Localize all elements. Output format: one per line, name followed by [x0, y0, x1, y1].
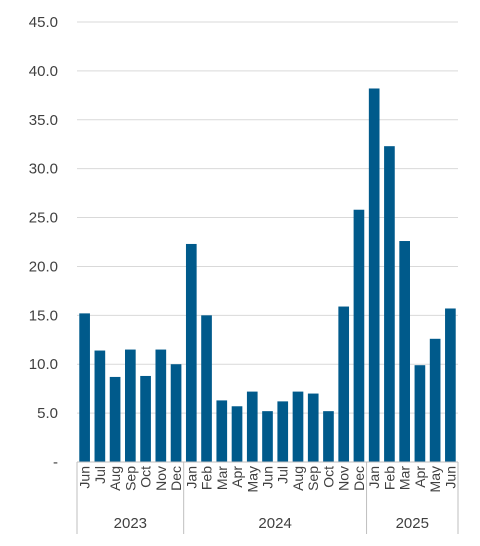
y-tick-label: 35.0 [29, 112, 58, 129]
x-tick-label: Jan [183, 466, 199, 489]
x-tick-label: Jul [275, 466, 291, 484]
bar-17 [338, 306, 350, 462]
bar-15 [307, 393, 319, 462]
y-tick-label: 40.0 [29, 63, 58, 80]
bar-6 [170, 364, 182, 462]
y-tick-label: 25.0 [29, 210, 58, 227]
y-tick-label: 45.0 [29, 14, 58, 31]
x-tick-label: Sep [305, 466, 321, 491]
x-tick-label: Feb [199, 466, 215, 490]
bar-20 [384, 146, 395, 462]
bar-5 [155, 349, 167, 462]
x-tick-label: Sep [122, 466, 138, 491]
x-tick-label: Dec [168, 466, 184, 491]
bar-8 [201, 315, 212, 462]
gridlines [77, 21, 458, 414]
y-tick-label: 5.0 [37, 405, 58, 422]
x-axis-category-labels: Jun Jul Aug Sep Oct Nov Dec Jan Feb Mar Apr May Jun J… [77, 466, 459, 493]
bar-1 [94, 350, 106, 462]
x-tick-label: Jun [442, 466, 458, 489]
year-label: 2024 [258, 515, 291, 532]
x-tick-label: Apr [229, 466, 245, 488]
x-axis-year-groups: 2023 2024 2025 [76, 462, 459, 534]
bars [79, 88, 456, 462]
year-label: 2023 [114, 515, 147, 532]
x-tick-label: Aug [107, 466, 123, 491]
bar-2 [109, 376, 121, 462]
bar-18 [353, 209, 365, 462]
bar-11 [246, 391, 258, 462]
x-tick-label: Mar [214, 466, 230, 490]
bar-13 [277, 401, 289, 462]
x-tick-label: Jul [92, 466, 108, 484]
bar-3 [125, 349, 136, 462]
y-tick-label: 15.0 [29, 307, 58, 324]
y-tick-label: 20.0 [29, 258, 58, 275]
x-tick-label: Nov [153, 466, 169, 491]
x-tick-label: Jun [260, 466, 276, 489]
x-tick-label: Dec [351, 466, 367, 491]
y-tick-label: 30.0 [29, 161, 58, 178]
bar-16 [323, 411, 334, 462]
bar-24 [445, 308, 456, 462]
y-axis-tick-labels: - 5.0 10.0 15.0 20.0 25.0 30.0 35.0 40.0 45.0 [29, 14, 58, 471]
bar-12 [262, 411, 273, 462]
y-tick-label: - [53, 454, 58, 471]
x-tick-label: May [244, 466, 260, 492]
bar-21 [399, 241, 410, 462]
bar-7 [185, 243, 197, 462]
x-tick-label: Mar [397, 466, 413, 490]
y-tick-label: 10.0 [29, 356, 58, 373]
x-tick-label: Aug [290, 466, 306, 491]
x-tick-label: Oct [320, 466, 336, 488]
bar-19 [368, 88, 380, 462]
x-tick-label: Nov [336, 466, 352, 491]
x-tick-label: Apr [412, 466, 428, 488]
bar-10 [231, 406, 243, 462]
bar-4 [140, 375, 151, 462]
bar-9 [216, 400, 228, 462]
x-tick-label: Jun [77, 466, 93, 489]
bar-22 [414, 365, 426, 462]
x-tick-label: Feb [381, 466, 397, 490]
bar-14 [292, 391, 304, 462]
bar-0 [79, 313, 90, 462]
year-label: 2025 [396, 515, 429, 532]
x-tick-label: Oct [138, 466, 154, 488]
x-tick-label: Jan [366, 466, 382, 489]
x-tick-label: May [427, 466, 443, 492]
bar-23 [429, 338, 441, 462]
